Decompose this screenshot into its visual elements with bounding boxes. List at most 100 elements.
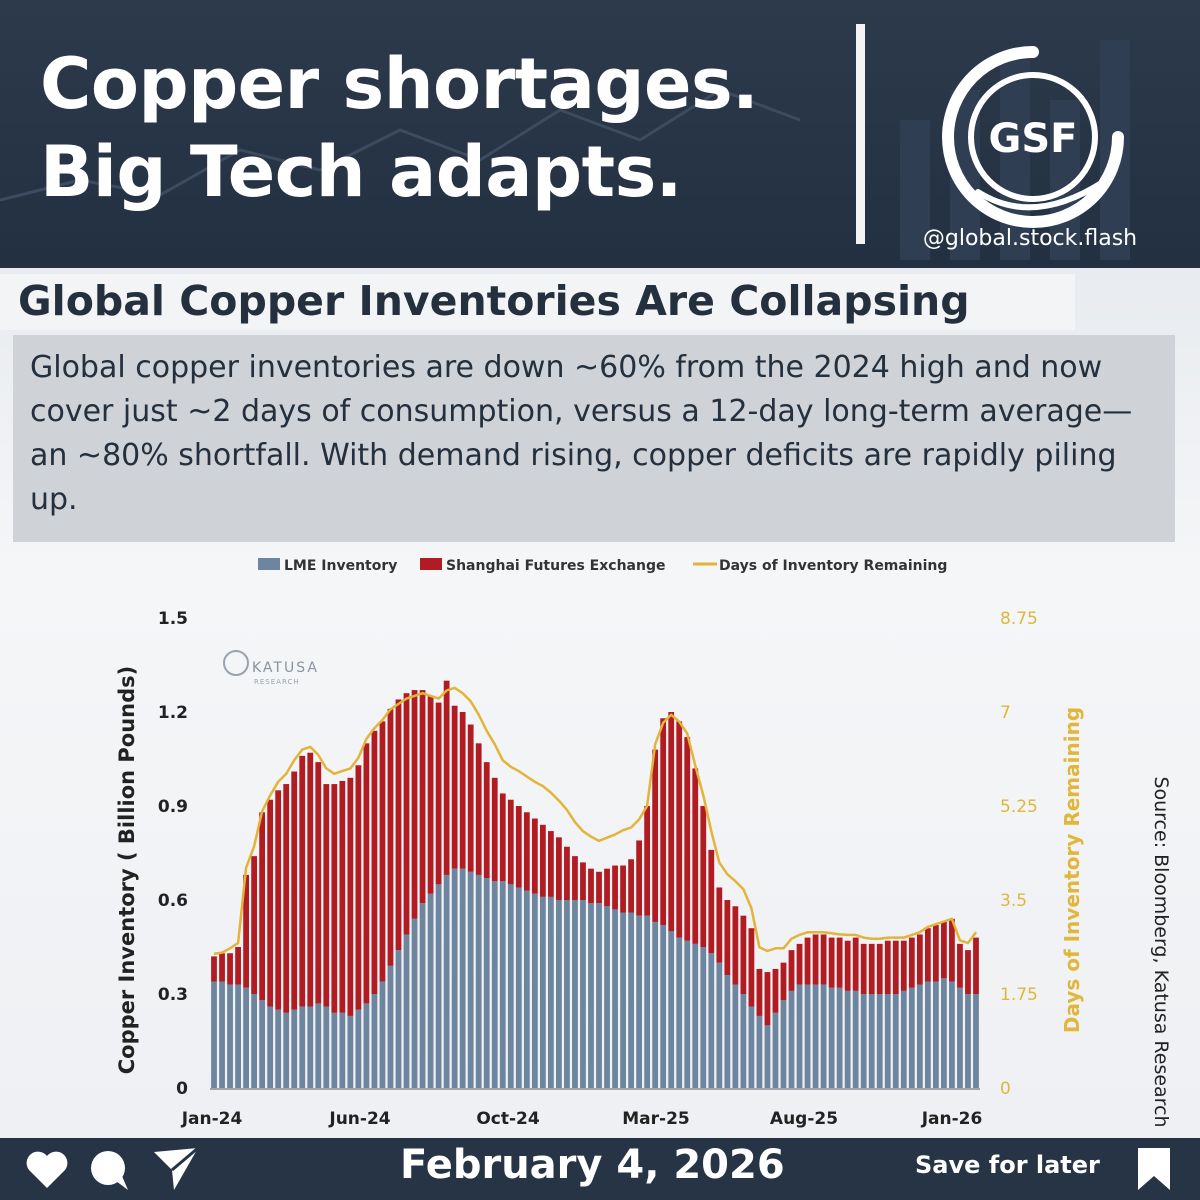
lme-bar xyxy=(339,1012,346,1088)
right-y-tick-label: 8.75 xyxy=(1000,609,1038,629)
lme-bar xyxy=(957,987,963,1088)
lme-bar xyxy=(291,1009,298,1088)
lme-bar xyxy=(243,987,249,1088)
shanghai-bar xyxy=(588,868,594,904)
lme-bar xyxy=(227,984,233,1088)
shanghai-bar xyxy=(211,956,217,982)
lme-bar xyxy=(620,912,626,1088)
right-y-tick-label: 1.75 xyxy=(1000,985,1038,1005)
shanghai-bar xyxy=(748,928,755,1007)
copper-inventory-chart: LME Inventory Shanghai Futures Exchange Da… xyxy=(115,558,1172,1129)
shanghai-bar xyxy=(965,950,971,994)
save-for-later-label: Save for later xyxy=(915,1151,1100,1179)
shanghai-bar xyxy=(531,818,538,894)
shanghai-bar xyxy=(523,812,530,891)
x-tick-label: Jan-26 xyxy=(921,1109,983,1129)
lme-bar xyxy=(347,1015,354,1088)
lme-bar xyxy=(908,987,915,1088)
lme-bar xyxy=(740,994,747,1088)
left-y-tick-label: 1.2 xyxy=(158,703,188,723)
legend-label: Shanghai Futures Exchange xyxy=(446,558,665,574)
shanghai-bar xyxy=(644,806,651,916)
lme-bar xyxy=(435,884,442,1088)
shanghai-bar xyxy=(836,937,843,988)
lme-bar xyxy=(868,994,875,1088)
shanghai-bar xyxy=(219,953,225,982)
watermark-bulb-icon xyxy=(223,650,249,676)
x-tick-label: Jan-24 xyxy=(181,1109,243,1129)
lme-bar xyxy=(548,896,554,1088)
lme-bar xyxy=(596,903,602,1088)
lme-bar xyxy=(219,981,225,1088)
shanghai-bar xyxy=(860,943,867,994)
lme-bar xyxy=(900,990,907,1088)
shanghai-bar xyxy=(291,771,298,1010)
lme-bar xyxy=(459,868,466,1088)
shanghai-bars xyxy=(211,680,979,1026)
shanghai-bar xyxy=(491,777,498,882)
lme-bar xyxy=(395,950,402,1088)
right-y-tick-label: 7 xyxy=(1000,703,1011,723)
shanghai-bar xyxy=(916,934,923,985)
lme-bar xyxy=(852,990,859,1088)
lme-bar xyxy=(764,1025,771,1088)
lme-bar xyxy=(884,994,891,1088)
lme-bar xyxy=(924,981,931,1088)
lme-bar xyxy=(403,934,410,1088)
shanghai-bar xyxy=(275,790,282,1010)
shanghai-bar xyxy=(347,777,354,1016)
lme-bar xyxy=(788,990,795,1088)
shanghai-bar xyxy=(724,900,731,976)
lme-bar xyxy=(523,890,530,1088)
lme-bar xyxy=(507,884,514,1088)
shanghai-bar xyxy=(933,925,939,982)
lme-bar xyxy=(211,981,217,1088)
right-y-axis-label: Days of Inventory Remaining xyxy=(1060,707,1084,1033)
lme-bar xyxy=(933,981,939,1088)
send-icon[interactable] xyxy=(152,1146,200,1192)
shanghai-bar xyxy=(355,765,362,1010)
lme-bar xyxy=(483,878,490,1088)
shanghai-bar xyxy=(900,940,907,991)
shanghai-bar xyxy=(668,712,675,932)
lme-bar xyxy=(812,984,819,1088)
shanghai-bar xyxy=(692,768,699,944)
shanghai-bar xyxy=(379,721,386,982)
shanghai-bar xyxy=(924,928,931,982)
comment-icon[interactable] xyxy=(86,1148,132,1192)
shanghai-bar xyxy=(339,780,346,1013)
shanghai-bar xyxy=(604,868,610,907)
shanghai-bar xyxy=(868,943,875,994)
shanghai-bar xyxy=(475,743,482,875)
lme-bar xyxy=(323,1006,330,1088)
shanghai-bar xyxy=(227,953,233,985)
shanghai-bar xyxy=(596,871,602,904)
heart-icon[interactable] xyxy=(24,1148,70,1190)
shanghai-bar xyxy=(780,962,787,1001)
shanghai-bar xyxy=(908,937,915,988)
lme-bar xyxy=(572,900,578,1088)
shanghai-bar xyxy=(395,699,402,951)
lme-bar xyxy=(267,1006,274,1088)
shanghai-bar xyxy=(828,937,835,988)
social-handle: @global.stock.flash xyxy=(922,226,1138,251)
lme-bar xyxy=(949,981,955,1088)
shanghai-bar xyxy=(876,943,883,994)
shanghai-bar xyxy=(796,943,803,985)
right-y-axis: 0 1.75 3.5 5.25 7 8.75 xyxy=(1000,609,1038,1099)
header-divider xyxy=(856,24,865,244)
watermark-line-1: KATUSA xyxy=(252,660,319,676)
shanghai-bar xyxy=(732,906,739,985)
shanghai-bar xyxy=(820,934,827,985)
logo-text: GSF xyxy=(989,116,1078,162)
lme-bar xyxy=(612,909,618,1088)
gsf-logo: GSF xyxy=(942,46,1124,228)
lme-bar xyxy=(732,984,739,1088)
lme-bar xyxy=(331,1012,338,1088)
shanghai-bar xyxy=(307,752,314,1007)
days-remaining-line xyxy=(213,686,978,955)
lme-bar xyxy=(844,990,851,1088)
lme-bar xyxy=(283,1012,290,1088)
bookmark-icon[interactable] xyxy=(1134,1146,1174,1192)
lme-bar xyxy=(828,987,835,1088)
